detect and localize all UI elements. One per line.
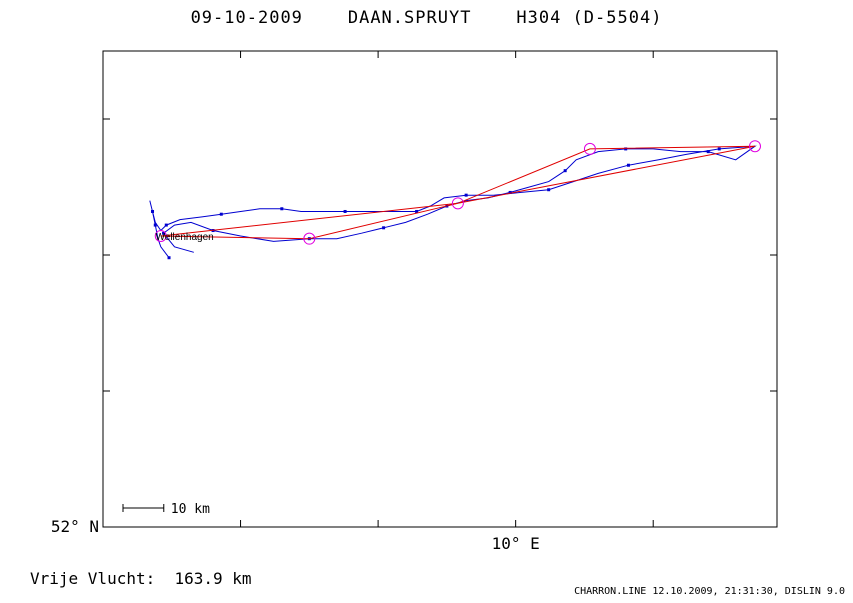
track-fix xyxy=(415,209,419,213)
track-fix xyxy=(343,209,347,213)
track-fix xyxy=(153,223,157,227)
flight-track-line xyxy=(149,145,757,259)
track-fix xyxy=(706,150,710,154)
track-fix xyxy=(162,231,166,235)
turnpoint-marker xyxy=(154,229,167,242)
track-fix xyxy=(626,163,630,167)
distance-readout: Vrije Vlucht: 163.9 km xyxy=(30,569,252,588)
turnpoint-marker xyxy=(748,140,761,153)
track-fix xyxy=(382,226,386,230)
scale-bar-label: 10 km xyxy=(171,502,210,517)
track-fix xyxy=(717,147,721,151)
turnpoint-marker xyxy=(303,232,316,245)
distance-label: Vrije Vlucht: xyxy=(30,569,156,588)
x-tick-label: 10° E xyxy=(492,534,540,553)
track-fix xyxy=(280,207,284,211)
track-fix xyxy=(547,188,551,192)
flight-track-layer xyxy=(149,145,757,260)
plot-frame xyxy=(102,50,778,528)
track-fix xyxy=(624,147,628,151)
place-label: Wellenhagen xyxy=(156,232,214,243)
track-fix xyxy=(563,169,567,173)
task-layer xyxy=(160,145,756,240)
turnpoint-layer xyxy=(154,140,761,245)
labels-layer: 10° E 52° N Wellenhagen 10 km xyxy=(51,232,540,553)
track-fix xyxy=(508,190,512,194)
track-fix xyxy=(164,223,168,227)
turnpoint-marker xyxy=(583,142,596,155)
axis-ticks xyxy=(103,51,777,527)
y-tick-label: 52° N xyxy=(51,517,99,536)
turnpoint-marker xyxy=(451,197,464,210)
distance-value: 163.9 km xyxy=(174,569,252,588)
track-fix xyxy=(219,212,223,216)
task-line xyxy=(160,145,756,240)
chart-title: 09-10-2009 DAAN.SPRUYT H304 (D-5504) xyxy=(190,8,663,28)
track-fix xyxy=(464,193,468,197)
track-fix xyxy=(151,209,155,213)
track-fix xyxy=(167,256,171,260)
credit-line: CHARRON.LINE 12.10.2009, 21:31:30, DISLI… xyxy=(574,586,845,597)
